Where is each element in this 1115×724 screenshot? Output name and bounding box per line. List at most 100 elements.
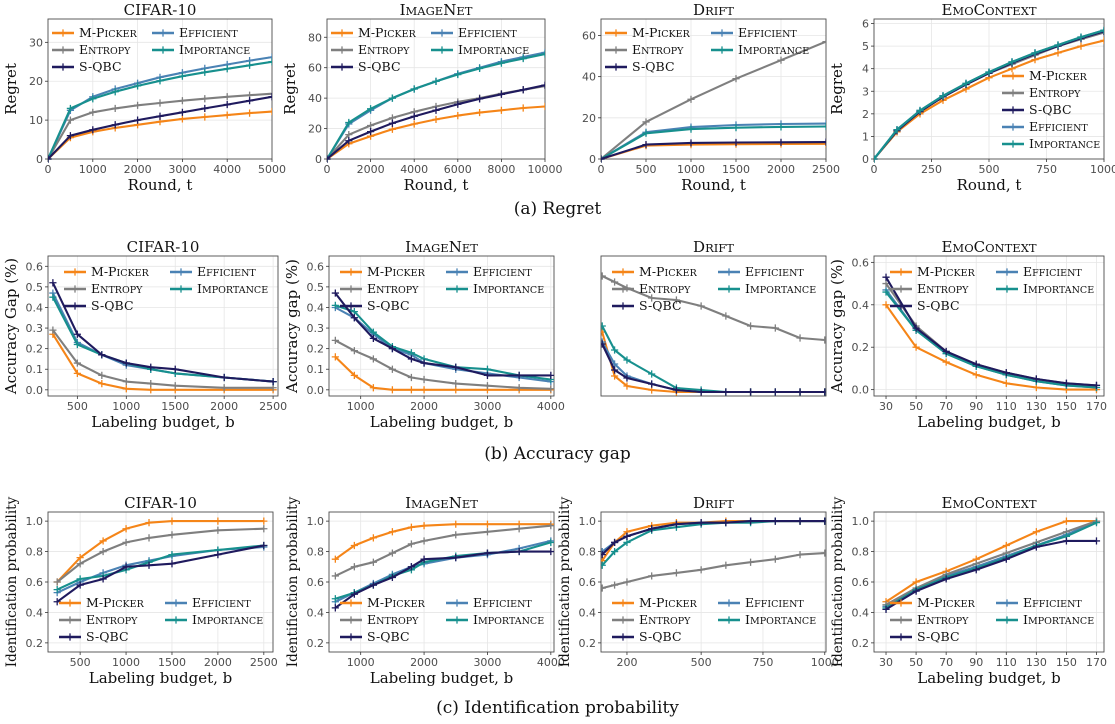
legend-marker-importance bbox=[1003, 616, 1011, 624]
data-point-s-qbc bbox=[972, 360, 980, 368]
plot-frame bbox=[47, 255, 279, 397]
data-point-s-qbc bbox=[912, 587, 920, 595]
data-point-m-picker bbox=[201, 113, 209, 121]
data-point-m-picker bbox=[407, 523, 415, 531]
data-point-s-qbc bbox=[178, 108, 186, 116]
series-line-importance bbox=[885, 291, 1097, 389]
data-point-importance bbox=[822, 122, 826, 131]
series-line-m-picker bbox=[334, 356, 551, 391]
data-point-entropy bbox=[821, 336, 826, 344]
data-point-s-qbc bbox=[623, 532, 631, 540]
x-tick-label: 1000 bbox=[1090, 163, 1115, 176]
x-tick-label: 2000 bbox=[357, 163, 385, 176]
legend-label-entropy: ENTROPY bbox=[358, 42, 410, 57]
legend-label-m-picker: M-PICKER bbox=[917, 264, 976, 279]
data-point-m-picker bbox=[972, 371, 980, 379]
legend-label-entropy: ENTROPY bbox=[639, 281, 691, 296]
data-point-s-qbc bbox=[268, 93, 272, 101]
data-point-importance bbox=[246, 61, 254, 69]
y-tick-label: 0.4 bbox=[307, 606, 325, 619]
data-point-entropy bbox=[53, 578, 61, 586]
series-line-entropy bbox=[601, 40, 826, 160]
data-point-entropy bbox=[642, 118, 650, 126]
data-point-entropy bbox=[388, 365, 396, 373]
panel-8-emocontext: 30 50 70 90 110 130 150 170 0.0 0.2 0.4 0.6 EMOCONTE… bbox=[828, 238, 1107, 431]
legend-label-importance: IMPORTANCE bbox=[1029, 136, 1100, 151]
series-line-entropy bbox=[334, 524, 551, 577]
data-point-s-qbc bbox=[1002, 555, 1010, 563]
data-point-s-qbc bbox=[407, 563, 415, 571]
data-point-m-picker bbox=[122, 385, 130, 393]
y-tick-label: 5 bbox=[862, 40, 869, 53]
y-axis-label: Identification probability bbox=[830, 496, 846, 667]
series-line-entropy bbox=[52, 329, 274, 389]
data-point-entropy bbox=[388, 549, 396, 557]
x-axis-label: Labeling budget, b bbox=[917, 413, 1061, 431]
data-point-entropy bbox=[746, 322, 755, 330]
legend: M-PICKER EFFICIENT ENTROPY IMPORTANCE S-QBC bbox=[52, 25, 250, 74]
legend: M-PICKER EFFICIENT ENTROPY IMPORTANCE S-QBC bbox=[340, 264, 544, 313]
data-point-s-qbc bbox=[610, 538, 619, 547]
data-point-m-picker bbox=[432, 115, 440, 124]
data-point-s-qbc bbox=[171, 365, 179, 373]
data-point-m-picker bbox=[350, 371, 358, 380]
data-point-entropy bbox=[66, 116, 74, 124]
x-tick-label: 150 bbox=[1056, 656, 1077, 669]
x-tick-label: 8000 bbox=[487, 163, 515, 176]
data-point-importance bbox=[432, 77, 440, 85]
data-point-m-picker bbox=[246, 109, 254, 117]
legend-marker-efficient bbox=[725, 268, 733, 276]
data-point-s-qbc bbox=[942, 347, 950, 356]
data-point-entropy bbox=[350, 347, 358, 355]
x-axis-label: Round, t bbox=[128, 176, 193, 194]
data-point-entropy bbox=[821, 549, 826, 557]
data-point-importance bbox=[53, 586, 61, 594]
series-group bbox=[882, 517, 1101, 613]
legend-label-s-qbc: S-QBC bbox=[358, 59, 401, 74]
data-point-importance bbox=[648, 370, 656, 378]
legend-label-s-qbc: S-QBC bbox=[367, 629, 410, 644]
x-tick-label: 1000 bbox=[112, 400, 140, 413]
data-point-importance bbox=[76, 575, 84, 583]
y-tick-label: 0 bbox=[589, 153, 596, 166]
y-tick-label: 0.6 bbox=[307, 260, 325, 273]
legend-marker-s-qbc bbox=[347, 302, 355, 310]
x-tick-label: 2000 bbox=[767, 163, 795, 176]
y-tick-label: 4 bbox=[862, 63, 869, 76]
data-point-importance bbox=[623, 356, 631, 364]
data-point-importance bbox=[201, 68, 209, 76]
x-tick-label: 170 bbox=[1086, 656, 1107, 669]
data-point-importance bbox=[367, 105, 375, 113]
series-group bbox=[53, 517, 268, 606]
legend-marker-s-qbc bbox=[347, 633, 355, 641]
legend: M-PICKER EFFICIENT ENTROPY IMPORTANCE S-QBC bbox=[890, 595, 1094, 644]
x-tick-label: 150 bbox=[1056, 400, 1077, 413]
y-axis-label: Identification probability bbox=[4, 496, 20, 667]
legend-marker-importance bbox=[1003, 285, 1011, 293]
legend-marker-entropy bbox=[347, 616, 355, 624]
data-point-s-qbc bbox=[420, 359, 428, 367]
series-group bbox=[601, 38, 826, 163]
data-point-m-picker bbox=[519, 104, 527, 112]
legend-marker-s-qbc bbox=[619, 633, 627, 641]
x-tick-label: 500 bbox=[636, 163, 657, 176]
legend-marker-m-picker bbox=[59, 29, 67, 37]
series-line-m-picker bbox=[334, 523, 551, 561]
data-point-importance bbox=[601, 561, 606, 569]
data-point-entropy bbox=[122, 538, 130, 547]
legend-marker-entropy bbox=[1009, 89, 1017, 97]
data-point-importance bbox=[1077, 33, 1085, 41]
y-axis-label: Identification probability bbox=[557, 496, 573, 667]
legend-label-s-qbc: S-QBC bbox=[639, 629, 682, 644]
data-point-m-picker bbox=[99, 537, 107, 545]
data-point-importance bbox=[687, 125, 695, 133]
y-axis-label: Accuracy gap (%) bbox=[828, 259, 846, 394]
series-group bbox=[327, 48, 545, 163]
data-point-m-picker bbox=[452, 520, 460, 528]
y-tick-label: 1.0 bbox=[852, 515, 870, 528]
legend-label-entropy: ENTROPY bbox=[79, 42, 131, 57]
x-tick-label: 30 bbox=[879, 400, 893, 413]
data-point-m-picker bbox=[1062, 517, 1071, 525]
data-point-s-qbc bbox=[73, 330, 81, 338]
